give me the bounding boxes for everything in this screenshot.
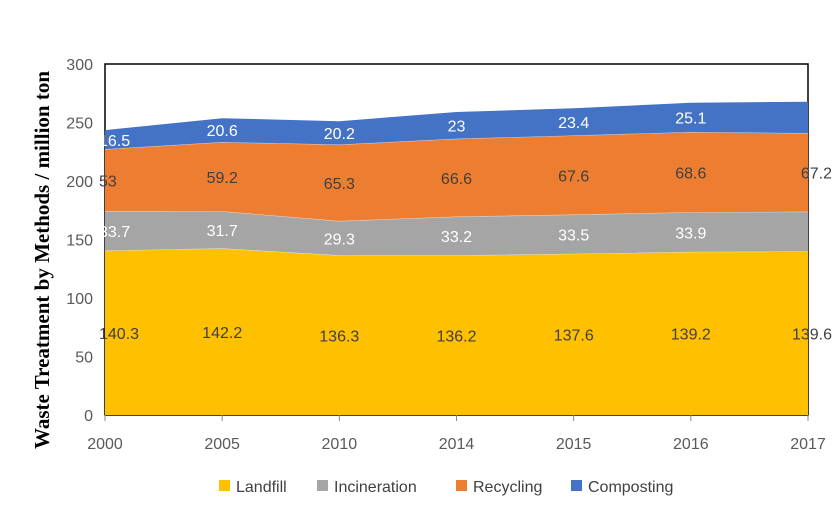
data-label-composting-2005: 20.6 bbox=[207, 123, 238, 140]
data-label-incineration-2014: 33.2 bbox=[441, 229, 472, 246]
area-boundary-recycling bbox=[104, 131, 809, 150]
legend-item-landfill: Landfill bbox=[219, 479, 287, 496]
data-label-landfill-2000: 140.3 bbox=[99, 326, 139, 343]
legend-item-incineration: Incineration bbox=[317, 479, 417, 496]
data-label-recycling-2017: 67.2 bbox=[801, 166, 832, 183]
data-label-composting-2017: 27 bbox=[814, 111, 832, 128]
legend-label-recycling: Recycling bbox=[473, 479, 542, 496]
data-label-landfill-2017: 139.6 bbox=[792, 326, 832, 343]
y-tick-label-50: 50 bbox=[75, 350, 93, 367]
data-label-landfill-2015: 137.6 bbox=[554, 328, 594, 345]
data-label-composting-2015: 23.4 bbox=[558, 115, 589, 132]
area-boundary-incineration bbox=[104, 211, 809, 222]
legend-label-incineration: Incineration bbox=[334, 479, 417, 496]
data-label-composting-2014: 23 bbox=[448, 118, 466, 135]
data-label-composting-2016: 25.1 bbox=[675, 111, 706, 128]
area-landfill bbox=[105, 248, 808, 415]
data-label-incineration-2016: 33.9 bbox=[675, 225, 706, 242]
legend-swatch-incineration bbox=[317, 480, 328, 491]
legend-swatch-composting bbox=[571, 480, 582, 491]
y-axis-label: Waste Treatment by Methods / million ton bbox=[30, 71, 54, 449]
area-composting bbox=[105, 101, 808, 150]
data-label-landfill-2005: 142.2 bbox=[202, 325, 242, 342]
area-recycling bbox=[105, 132, 808, 222]
data-label-incineration-2010: 29.3 bbox=[324, 231, 355, 248]
legend-swatch-landfill bbox=[219, 480, 230, 491]
y-tick-label-300: 300 bbox=[66, 57, 93, 74]
data-label-incineration-2005: 31.7 bbox=[207, 223, 238, 240]
data-label-incineration-2017: 34 bbox=[814, 225, 832, 242]
data-label-recycling-2010: 65.3 bbox=[324, 176, 355, 193]
y-tick-label-200: 200 bbox=[66, 174, 93, 191]
data-label-landfill-2014: 136.2 bbox=[436, 328, 476, 345]
x-tick-label-2010: 2010 bbox=[322, 436, 358, 453]
y-tick-label-100: 100 bbox=[66, 291, 93, 308]
data-label-incineration-2015: 33.5 bbox=[558, 227, 589, 244]
legend-item-recycling: Recycling bbox=[456, 479, 542, 496]
data-label-incineration-2000: 33.7 bbox=[99, 224, 130, 241]
data-label-composting-2000: 16.5 bbox=[99, 133, 130, 150]
y-tick-label-0: 0 bbox=[84, 408, 93, 425]
area-incineration bbox=[105, 211, 808, 256]
x-tick-label-2016: 2016 bbox=[673, 436, 709, 453]
x-tick-label-2005: 2005 bbox=[204, 436, 240, 453]
data-label-recycling-2005: 59.2 bbox=[207, 170, 238, 187]
x-tick-label-2015: 2015 bbox=[556, 436, 592, 453]
x-tick-label-2000: 2000 bbox=[87, 436, 123, 453]
legend-item-composting: Composting bbox=[571, 479, 673, 496]
y-tick-label-150: 150 bbox=[66, 233, 93, 250]
x-tick-label-2014: 2014 bbox=[439, 436, 475, 453]
data-label-landfill-2016: 139.2 bbox=[671, 327, 711, 344]
legend-label-landfill: Landfill bbox=[236, 479, 287, 496]
y-tick-label-250: 250 bbox=[66, 116, 93, 133]
legend-swatch-recycling bbox=[456, 480, 467, 491]
area-boundary-landfill bbox=[104, 248, 809, 256]
x-tick-label-2017: 2017 bbox=[790, 436, 826, 453]
data-label-recycling-2015: 67.6 bbox=[558, 168, 589, 185]
data-label-landfill-2010: 136.3 bbox=[319, 328, 359, 345]
data-label-recycling-2000: 53 bbox=[99, 173, 117, 190]
data-label-recycling-2016: 68.6 bbox=[675, 165, 706, 182]
legend-label-composting: Composting bbox=[588, 479, 673, 496]
data-label-composting-2010: 20.2 bbox=[324, 126, 355, 143]
data-label-recycling-2014: 66.6 bbox=[441, 171, 472, 188]
